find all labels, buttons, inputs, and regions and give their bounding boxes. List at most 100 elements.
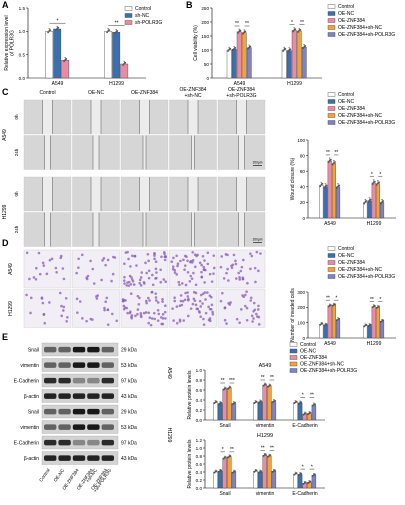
- invaded-cell: [154, 267, 158, 271]
- cell-line-label: A549: [166, 367, 172, 379]
- invaded-cell: [144, 261, 147, 265]
- data-point: [365, 200, 368, 202]
- bar: [371, 182, 376, 219]
- invaded-cell: [253, 266, 257, 270]
- x-tick-label: A549: [324, 221, 336, 227]
- data-point: [234, 47, 237, 49]
- bar: [271, 401, 277, 421]
- kda-label: 53 kDa: [121, 425, 137, 431]
- bar: [363, 202, 368, 219]
- invaded-cell: [136, 312, 139, 316]
- invaded-cell: [145, 301, 148, 305]
- data-point: [382, 319, 385, 322]
- data-point: [375, 183, 378, 186]
- y-tick-label: 100: [201, 48, 209, 53]
- legend: ControlOE-NCOE-ZNF384OE-ZNF384+sh-NCOE-Z…: [327, 4, 395, 38]
- blot-band: [58, 439, 71, 446]
- invaded-cell: [189, 307, 193, 310]
- legend-swatch: [327, 18, 336, 23]
- invaded-cell: [77, 257, 80, 261]
- invaded-cell: [163, 310, 167, 314]
- y-tick-label: 0.8: [196, 454, 203, 459]
- invaded-cell: [156, 308, 160, 312]
- data-point: [292, 30, 294, 33]
- data-point: [289, 48, 292, 51]
- invaded-cell: [182, 258, 185, 262]
- invaded-cell: [212, 272, 215, 275]
- scratch-gap: [44, 135, 51, 170]
- data-point: [234, 401, 236, 404]
- kda-label: 97 kDa: [121, 379, 137, 385]
- bar: [271, 471, 277, 489]
- significance-label: **: [326, 295, 330, 301]
- legend-swatch: [327, 11, 336, 16]
- protein-label: Snail: [28, 348, 39, 354]
- invaded-cell: [241, 276, 245, 279]
- invaded-cell: [125, 306, 129, 310]
- scratch-gap: [93, 212, 99, 247]
- invaded-cell: [200, 263, 203, 267]
- invaded-cell: [240, 308, 243, 311]
- x-tick-label: Snail: [219, 491, 230, 497]
- x-tick-label: H1299: [109, 81, 124, 87]
- scratch-gap: [42, 100, 53, 134]
- invaded-cell: [75, 271, 78, 275]
- data-point: [57, 26, 60, 29]
- bar: [327, 160, 332, 219]
- invaded-cell: [181, 299, 185, 303]
- data-point: [327, 161, 330, 164]
- invaded-cell: [188, 260, 192, 264]
- significance-label: **: [326, 150, 330, 156]
- bar: [53, 28, 62, 79]
- invaded-cell: [245, 290, 248, 293]
- invaded-cell: [187, 298, 190, 302]
- invaded-cell: [197, 310, 201, 313]
- legend-label: OE-NC: [338, 99, 355, 105]
- bar: [227, 456, 232, 489]
- invaded-cell: [259, 252, 262, 255]
- significance-label: *: [371, 172, 373, 178]
- bar: [231, 403, 237, 421]
- invaded-cell: [142, 280, 146, 284]
- data-point: [319, 185, 322, 188]
- invaded-cell: [178, 304, 182, 308]
- invaded-cell: [89, 317, 93, 321]
- invaded-cell: [126, 281, 129, 284]
- invaded-cell: [144, 299, 148, 303]
- invaded-cell: [42, 313, 46, 316]
- data-point: [229, 47, 232, 50]
- invaded-cell: [200, 276, 204, 279]
- invaded-cell: [163, 258, 167, 262]
- invaded-cell: [210, 303, 214, 307]
- invaded-cell: [135, 264, 138, 267]
- invaded-cell: [104, 300, 107, 304]
- y-tick-label: 0.4: [196, 398, 203, 403]
- bar: [217, 403, 223, 421]
- invaded-cell: [245, 306, 249, 310]
- legend-label: sh-NC: [135, 13, 150, 19]
- legend-label: OE-ZNF384+sh-NC: [338, 25, 382, 31]
- invaded-cell: [226, 267, 229, 271]
- invaded-cell: [211, 310, 214, 314]
- data-point: [108, 29, 111, 32]
- bar: [380, 320, 385, 339]
- bar: [296, 30, 302, 79]
- bar: [331, 304, 336, 339]
- scratch-gap: [191, 212, 195, 247]
- column-header: +sh-POLR3G: [226, 93, 256, 99]
- y-tick-label: 20: [300, 200, 306, 205]
- invaded-cell: [188, 279, 192, 283]
- data-point: [63, 60, 65, 63]
- invaded-cell: [133, 254, 137, 258]
- blot-band: [87, 439, 100, 446]
- invaded-cell: [91, 267, 95, 271]
- row-group-label: A549: [8, 263, 14, 275]
- legend-label: Control: [300, 342, 316, 348]
- invaded-cell: [255, 250, 259, 254]
- column-header: Control: [39, 90, 55, 96]
- invaded-cell: [29, 311, 32, 315]
- panel-label-b: B: [186, 0, 193, 10]
- scratch-gap: [191, 135, 195, 170]
- lane-label: OE-NC: [53, 467, 66, 483]
- data-point: [367, 201, 370, 203]
